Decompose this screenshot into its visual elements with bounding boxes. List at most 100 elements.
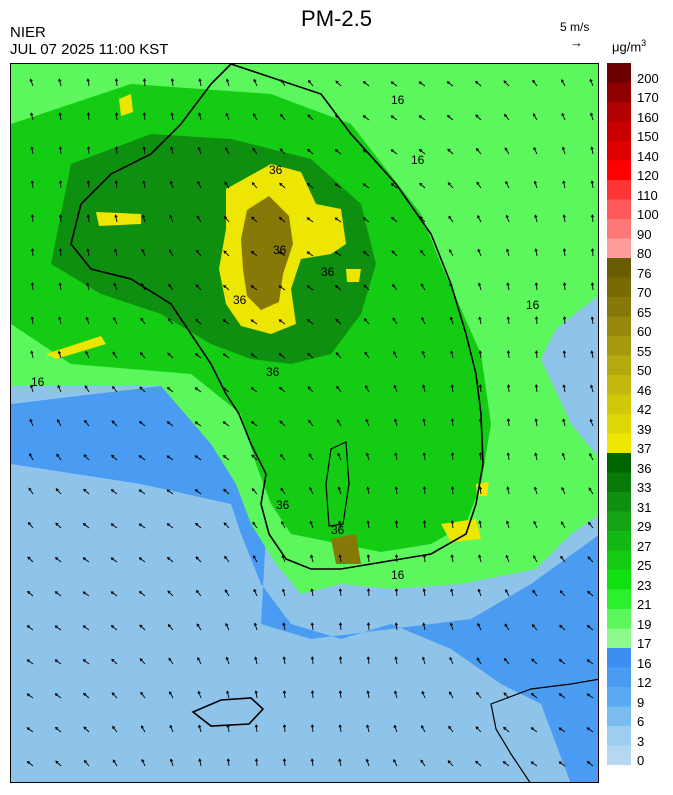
wind-arrow-head bbox=[365, 758, 369, 762]
wind-arrow-head bbox=[478, 452, 483, 456]
wind-arrow-head bbox=[393, 724, 397, 728]
wind-arrow-head bbox=[447, 182, 451, 186]
wind-arrow bbox=[279, 285, 286, 291]
wind-arrow bbox=[367, 588, 370, 597]
wind-arrow bbox=[255, 758, 258, 767]
wind-arrow-head bbox=[253, 588, 257, 593]
wind-arrow bbox=[141, 759, 146, 767]
colorbar-swatch bbox=[607, 63, 631, 84]
wind-arrow-head bbox=[279, 182, 283, 186]
wind-arrow-head bbox=[222, 387, 226, 391]
wind-arrow-head bbox=[58, 146, 63, 150]
wind-arrow bbox=[589, 79, 594, 87]
wind-arrow-head bbox=[534, 282, 539, 286]
wind-arrow-head bbox=[198, 112, 202, 116]
wind-arrow bbox=[476, 692, 482, 699]
wind-arrow bbox=[195, 455, 202, 461]
wind-arrow-head bbox=[393, 384, 397, 389]
wind-arrow-head bbox=[422, 384, 426, 388]
wind-arrow-head bbox=[419, 182, 423, 186]
wind-arrow bbox=[451, 452, 454, 461]
wind-arrow bbox=[168, 624, 174, 631]
wind-arrow bbox=[307, 285, 314, 291]
wind-arrow bbox=[55, 659, 62, 665]
wind-arrow-head bbox=[142, 180, 146, 184]
wind-arrow-head bbox=[337, 452, 341, 457]
wind-arrow bbox=[167, 489, 174, 495]
wind-arrow-head bbox=[166, 556, 171, 561]
wind-arrow bbox=[169, 691, 174, 699]
wind-arrow bbox=[421, 691, 426, 699]
wind-arrow-head bbox=[478, 316, 482, 320]
wind-arrow-head bbox=[450, 588, 454, 592]
wind-arrow bbox=[507, 317, 510, 325]
wind-arrow-head bbox=[560, 521, 564, 525]
wind-arrow bbox=[423, 486, 426, 495]
wind-arrow bbox=[281, 555, 286, 563]
wind-arrow-head bbox=[307, 114, 311, 118]
wind-arrow-head bbox=[338, 758, 342, 762]
wind-arrow-head bbox=[306, 251, 310, 255]
wind-arrow-head bbox=[223, 284, 227, 288]
wind-arrow-head bbox=[450, 554, 454, 558]
wind-arrow bbox=[562, 453, 566, 461]
wind-arrow bbox=[280, 454, 286, 461]
wind-arrow bbox=[199, 759, 202, 767]
wind-arrow-head bbox=[390, 81, 394, 85]
colorbar-tick-label: 27 bbox=[637, 538, 652, 554]
wind-arrow bbox=[283, 758, 286, 767]
wind-arrow bbox=[449, 657, 454, 665]
colorbar-tick-label: 80 bbox=[637, 246, 652, 262]
wind-arrow bbox=[31, 147, 34, 155]
colorbar-tick-label: 140 bbox=[637, 148, 659, 164]
wind-arrow-head bbox=[420, 283, 424, 287]
wind-arrow-head bbox=[169, 724, 173, 729]
wind-arrow-head bbox=[195, 284, 199, 288]
wind-arrow bbox=[363, 183, 370, 189]
wind-arrow bbox=[335, 285, 342, 291]
wind-arrow-head bbox=[394, 588, 399, 592]
wind-arrow-head bbox=[196, 249, 200, 254]
wind-arrow-head bbox=[306, 285, 310, 289]
wind-arrow-head bbox=[307, 352, 311, 356]
wind-arrow bbox=[223, 353, 230, 359]
wind-arrow bbox=[366, 725, 370, 733]
wind-arrow-head bbox=[450, 486, 455, 490]
wind-arrow-head bbox=[334, 149, 338, 153]
wind-arrow bbox=[252, 522, 258, 529]
wind-arrow bbox=[449, 283, 454, 291]
wind-arrow bbox=[283, 724, 286, 733]
wind-arrow bbox=[589, 453, 594, 461]
wind-arrow-head bbox=[226, 690, 230, 694]
wind-arrow bbox=[507, 283, 510, 291]
wind-arrow bbox=[141, 249, 146, 257]
wind-arrow bbox=[506, 521, 510, 529]
wind-arrow bbox=[139, 591, 146, 597]
wind-arrow-head bbox=[394, 554, 399, 558]
wind-arrow bbox=[479, 351, 482, 359]
wind-arrow-head bbox=[390, 183, 394, 187]
wind-arrow bbox=[115, 146, 118, 155]
wind-arrow bbox=[419, 149, 426, 155]
wind-arrow bbox=[311, 589, 314, 597]
wind-arrow bbox=[363, 115, 370, 121]
wind-arrow-head bbox=[26, 659, 30, 663]
wind-arrow-head bbox=[194, 455, 198, 459]
wind-arrow-head bbox=[450, 384, 454, 388]
wind-arrow bbox=[505, 181, 510, 189]
wind-arrow bbox=[198, 725, 202, 733]
wind-arrow bbox=[479, 418, 482, 427]
exceedance-olive-core bbox=[241, 196, 293, 310]
wind-arrow bbox=[169, 725, 174, 733]
wind-arrow bbox=[339, 690, 342, 699]
wind-arrow-head bbox=[334, 114, 339, 119]
wind-arrow-head bbox=[195, 556, 199, 560]
wind-arrow-head bbox=[114, 214, 118, 218]
wind-arrow-head bbox=[390, 115, 394, 119]
wind-arrow bbox=[143, 181, 146, 189]
wind-arrow-head bbox=[561, 112, 565, 117]
wind-arrow-head bbox=[194, 489, 198, 493]
wind-arrow-head bbox=[30, 112, 34, 116]
wind-arrow bbox=[394, 725, 398, 733]
wind-arrow bbox=[311, 724, 314, 733]
